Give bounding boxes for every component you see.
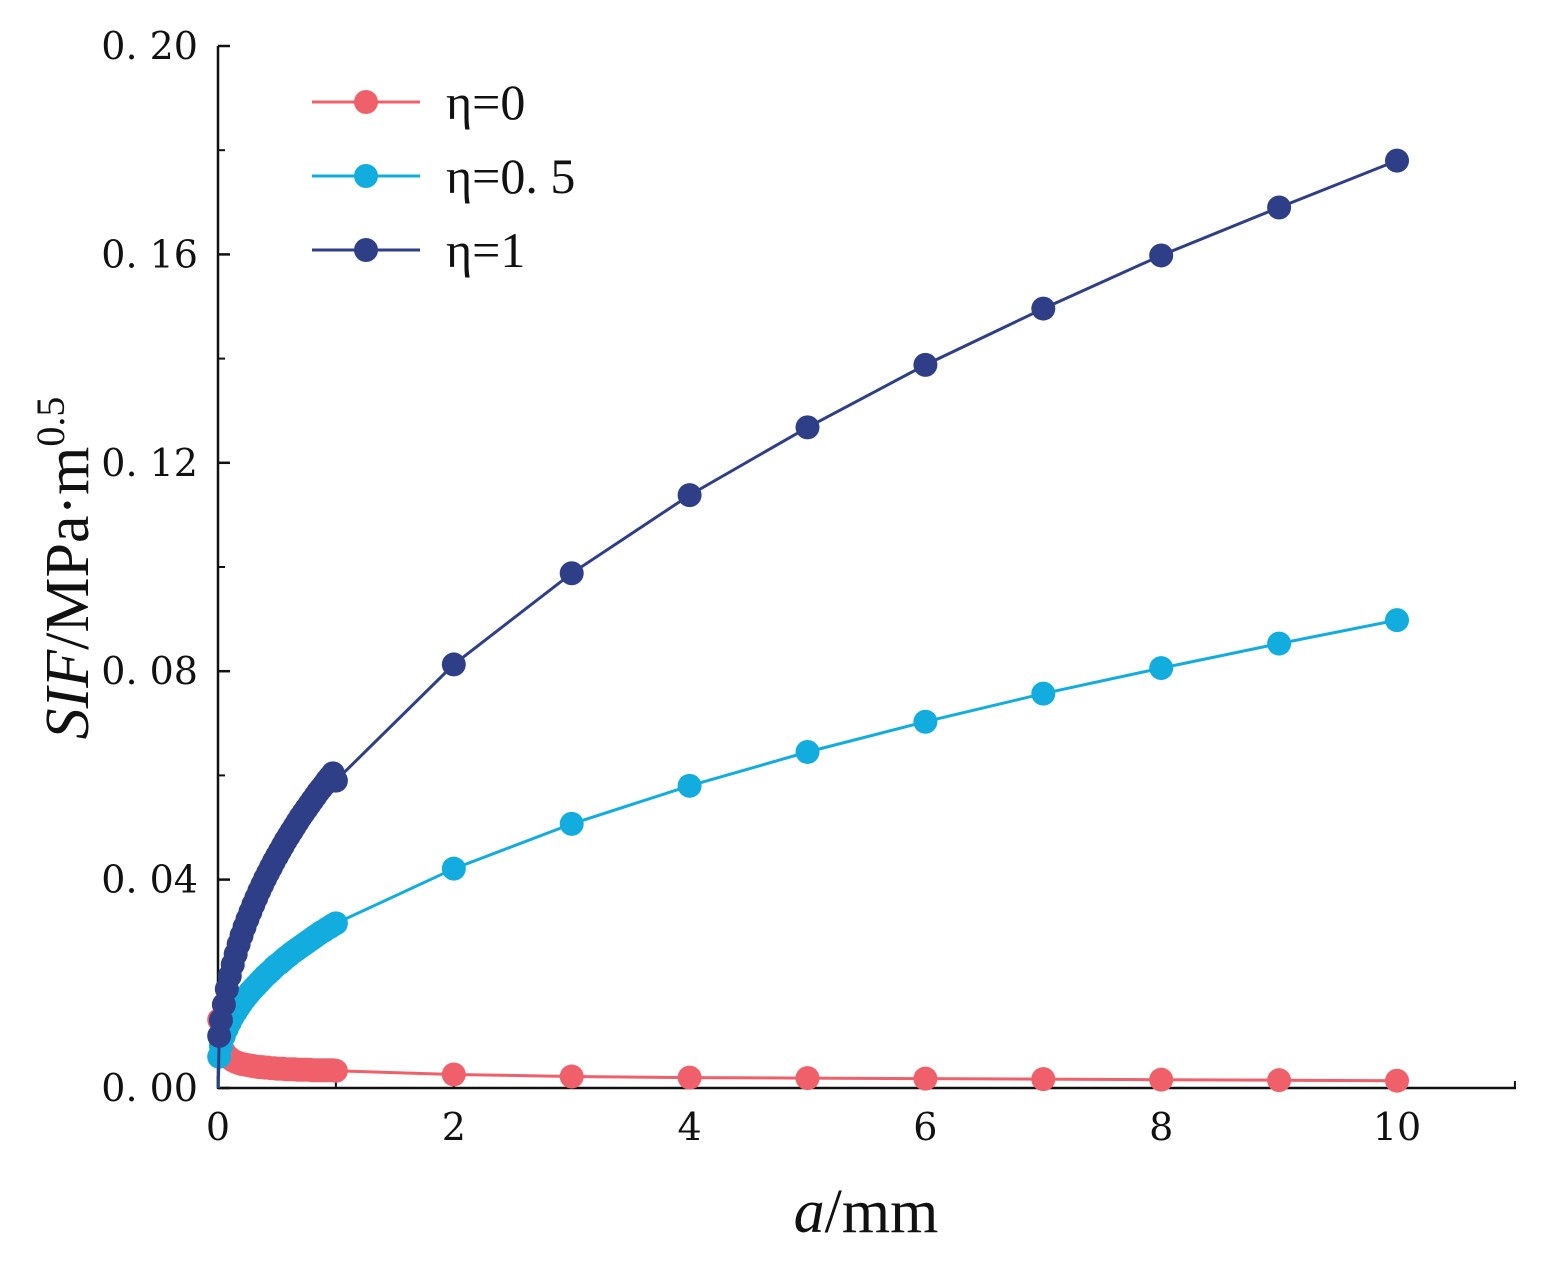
data-point xyxy=(1267,1068,1292,1093)
legend: η=0 η=0. 5 η=1 xyxy=(312,74,575,278)
x-tick-label: 2 xyxy=(442,1105,466,1149)
data-point xyxy=(913,709,938,734)
data-point xyxy=(795,1066,820,1091)
x-axis-var: a xyxy=(794,1178,825,1246)
legend-label: η=0 xyxy=(446,74,525,130)
y-axis-superscript: 0.5 xyxy=(28,397,73,447)
legend-item: η=0. 5 xyxy=(312,148,575,204)
data-point xyxy=(1031,296,1056,321)
legend-marker xyxy=(354,238,378,262)
data-point xyxy=(795,415,820,440)
data-point xyxy=(913,1066,938,1091)
data-point xyxy=(323,1058,348,1083)
y-tick-label: 0. 12 xyxy=(101,441,198,485)
x-tick-label: 8 xyxy=(1149,1105,1173,1149)
y-tick-label: 0. 04 xyxy=(101,858,198,902)
data-point xyxy=(1267,631,1292,656)
data-point xyxy=(1149,243,1174,268)
series-2 xyxy=(207,148,1409,1089)
data-point xyxy=(1149,656,1174,681)
data-point xyxy=(559,811,584,836)
data-point xyxy=(1031,1067,1056,1092)
data-point xyxy=(323,911,348,936)
y-tick-label: 0. 08 xyxy=(101,649,198,693)
data-point xyxy=(1031,681,1056,706)
y-axis-var: SIF xyxy=(34,649,102,740)
series-line xyxy=(216,159,1398,1089)
data-point xyxy=(677,483,702,508)
y-axis-title: SIF/MPa·m0.5 xyxy=(28,397,102,740)
x-tick-label: 10 xyxy=(1373,1105,1421,1149)
y-axis-unit: /MPa·m xyxy=(34,447,102,650)
data-point xyxy=(1385,1068,1409,1093)
y-tick-label: 0. 20 xyxy=(101,24,198,68)
legend-marker xyxy=(354,90,378,114)
legend-label: η=1 xyxy=(446,222,525,278)
data-point xyxy=(441,1062,466,1087)
series-0 xyxy=(207,1004,1409,1093)
y-tick-label: 0. 00 xyxy=(101,1066,198,1110)
data-point xyxy=(1385,608,1409,633)
y-tick-label: 0. 16 xyxy=(101,232,198,276)
x-tick-label: 4 xyxy=(678,1105,702,1149)
data-point xyxy=(323,768,348,793)
data-point xyxy=(1385,148,1409,173)
series-layer xyxy=(207,148,1409,1093)
data-point xyxy=(559,561,584,586)
x-axis-unit: /mm xyxy=(825,1178,939,1246)
data-point xyxy=(913,352,938,377)
data-point xyxy=(1267,195,1292,220)
data-point xyxy=(677,1065,702,1090)
x-axis-title: a/mm xyxy=(794,1178,939,1246)
data-point xyxy=(441,652,466,677)
data-point xyxy=(441,856,466,881)
axes xyxy=(216,46,1516,1090)
legend-label: η=0. 5 xyxy=(446,148,575,204)
series-line xyxy=(216,618,1398,1089)
data-point xyxy=(1149,1067,1174,1092)
legend-item: η=0 xyxy=(312,74,525,130)
series-1 xyxy=(207,608,1409,1089)
x-tick-label: 0 xyxy=(206,1105,230,1149)
legend-item: η=1 xyxy=(312,222,525,278)
ticks: 0. 00 0. 04 0. 08 0. 12 0. 16 0. 20 0 2 4 6 8 10 xyxy=(101,24,1516,1149)
data-point xyxy=(559,1064,584,1089)
data-point xyxy=(795,739,820,764)
legend-marker xyxy=(354,164,378,188)
x-tick-label: 6 xyxy=(913,1105,937,1149)
data-point xyxy=(677,773,702,798)
